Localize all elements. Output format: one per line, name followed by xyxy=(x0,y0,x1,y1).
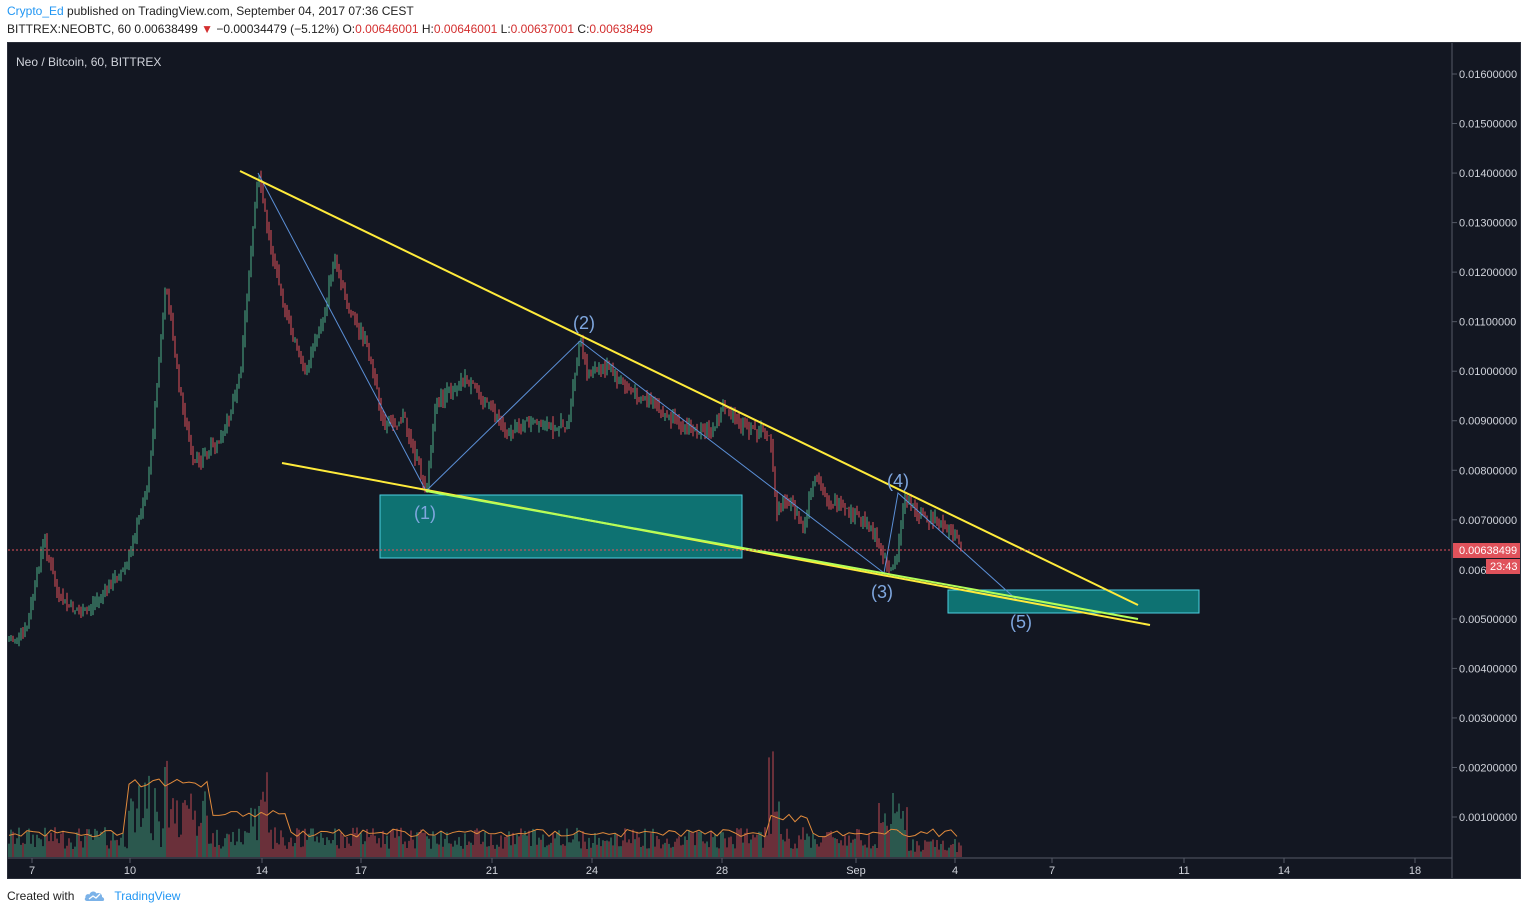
volume-ma-line xyxy=(8,778,958,838)
price-axis-label: 0.00800000 xyxy=(1459,465,1517,477)
candles-group xyxy=(8,170,962,647)
wave-label-2: (2) xyxy=(573,313,595,333)
price-axis[interactable]: 0.01600000 0.01500000 0.01400000 0.01300000… xyxy=(1452,69,1517,824)
price-axis-label: 0.00900000 xyxy=(1459,416,1517,428)
published-text: published on TradingView.com, September … xyxy=(67,4,414,18)
time-axis-label: 21 xyxy=(486,865,498,877)
price-axis-label: 0.00700000 xyxy=(1459,515,1517,527)
wave-path-line[interactable] xyxy=(257,172,1019,602)
price-axis-label: 0.01500000 xyxy=(1459,119,1517,131)
time-axis-label: Sep xyxy=(846,865,866,877)
drawings-group xyxy=(8,170,1452,626)
close-label: C: xyxy=(577,22,590,36)
symbol-line: BITTREX:NEOBTC, 60 xyxy=(7,22,132,36)
price-axis-label: 0.00100000 xyxy=(1459,812,1517,824)
green-trendline[interactable] xyxy=(425,490,1139,620)
low-value: 0.00637001 xyxy=(510,22,575,36)
time-axis-label: 17 xyxy=(355,865,367,877)
tradingview-logo-icon xyxy=(85,891,105,901)
chart-canvas[interactable]: (1) (2) (3) (4) (5) Neo / Bitcoin, 60, B… xyxy=(8,43,1520,878)
chart-panel[interactable]: (1) (2) (3) (4) (5) Neo / Bitcoin, 60, B… xyxy=(7,42,1521,879)
open-value: 0.00646001 xyxy=(355,22,419,36)
price-axis-label: 0.00400000 xyxy=(1459,663,1517,675)
open-label: O: xyxy=(342,22,356,36)
price-axis-label: 0.01100000 xyxy=(1459,317,1516,329)
wave-label-5: (5) xyxy=(1010,612,1032,632)
price-axis-label: 0.01300000 xyxy=(1459,218,1517,230)
down-arrow-icon: ▼ xyxy=(201,22,214,36)
low-label: L: xyxy=(500,22,511,36)
symbol-info: BITTREX:NEOBTC, 60 0.00638499 ▼ −0.00034… xyxy=(7,22,653,36)
time-axis[interactable]: 7 10 14 17 21 24 28 Sep 4 7 11 14 18 xyxy=(29,858,1421,877)
upper-trendline[interactable] xyxy=(239,170,1139,606)
chart-legend-title: Neo / Bitcoin, 60, BITTREX xyxy=(16,55,161,69)
time-axis-label: 24 xyxy=(586,865,598,877)
created-with-text: Created with xyxy=(7,889,75,903)
time-axis-label: 10 xyxy=(124,865,136,877)
price-axis-label: 0.01000000 xyxy=(1459,366,1517,378)
publish-info: Crypto_Ed published on TradingView.com, … xyxy=(7,4,414,18)
time-axis-label: 7 xyxy=(1049,865,1055,877)
price-axis-label: 0.00300000 xyxy=(1459,713,1517,725)
wave-label-3: (3) xyxy=(871,582,893,602)
high-label: H: xyxy=(421,22,434,36)
wave-label-4: (4) xyxy=(887,471,909,491)
author-link[interactable]: Crypto_Ed xyxy=(7,4,64,18)
change-text: −0.00034479 (−5.12%) xyxy=(216,22,340,36)
time-axis-label: 18 xyxy=(1409,865,1421,877)
high-value: 0.00646001 xyxy=(433,22,498,36)
volume-group xyxy=(8,751,962,857)
tradingview-brand-link[interactable]: TradingView xyxy=(114,889,181,903)
time-axis-label: 11 xyxy=(1178,865,1189,877)
price-axis-label: 0.01600000 xyxy=(1459,69,1517,81)
close-value: 0.00638499 xyxy=(589,22,653,36)
price-label-0060-short: 0.006 xyxy=(1459,565,1487,577)
price-axis-label: 0.00500000 xyxy=(1459,614,1517,626)
footer: Created with TradingView xyxy=(7,889,180,903)
last-price: 0.00638499 xyxy=(134,22,198,36)
time-axis-label: 14 xyxy=(1278,865,1290,877)
price-axis-label: 0.01200000 xyxy=(1459,267,1517,279)
time-axis-label: 7 xyxy=(29,865,35,877)
support-zone-box[interactable] xyxy=(379,494,743,559)
current-price-tag xyxy=(1453,543,1520,558)
time-axis-label: 4 xyxy=(952,865,958,877)
countdown-tag-label: 23:43 xyxy=(1490,561,1518,573)
current-price-tag-label: 0.00638499 xyxy=(1459,545,1517,557)
time-axis-label: 28 xyxy=(716,865,728,877)
price-axis-label: 0.01400000 xyxy=(1459,168,1517,180)
price-axis-label: 0.00200000 xyxy=(1459,762,1517,774)
wave-label-1: (1) xyxy=(414,503,436,523)
countdown-tag xyxy=(1486,559,1520,574)
time-axis-label: 14 xyxy=(256,865,268,877)
